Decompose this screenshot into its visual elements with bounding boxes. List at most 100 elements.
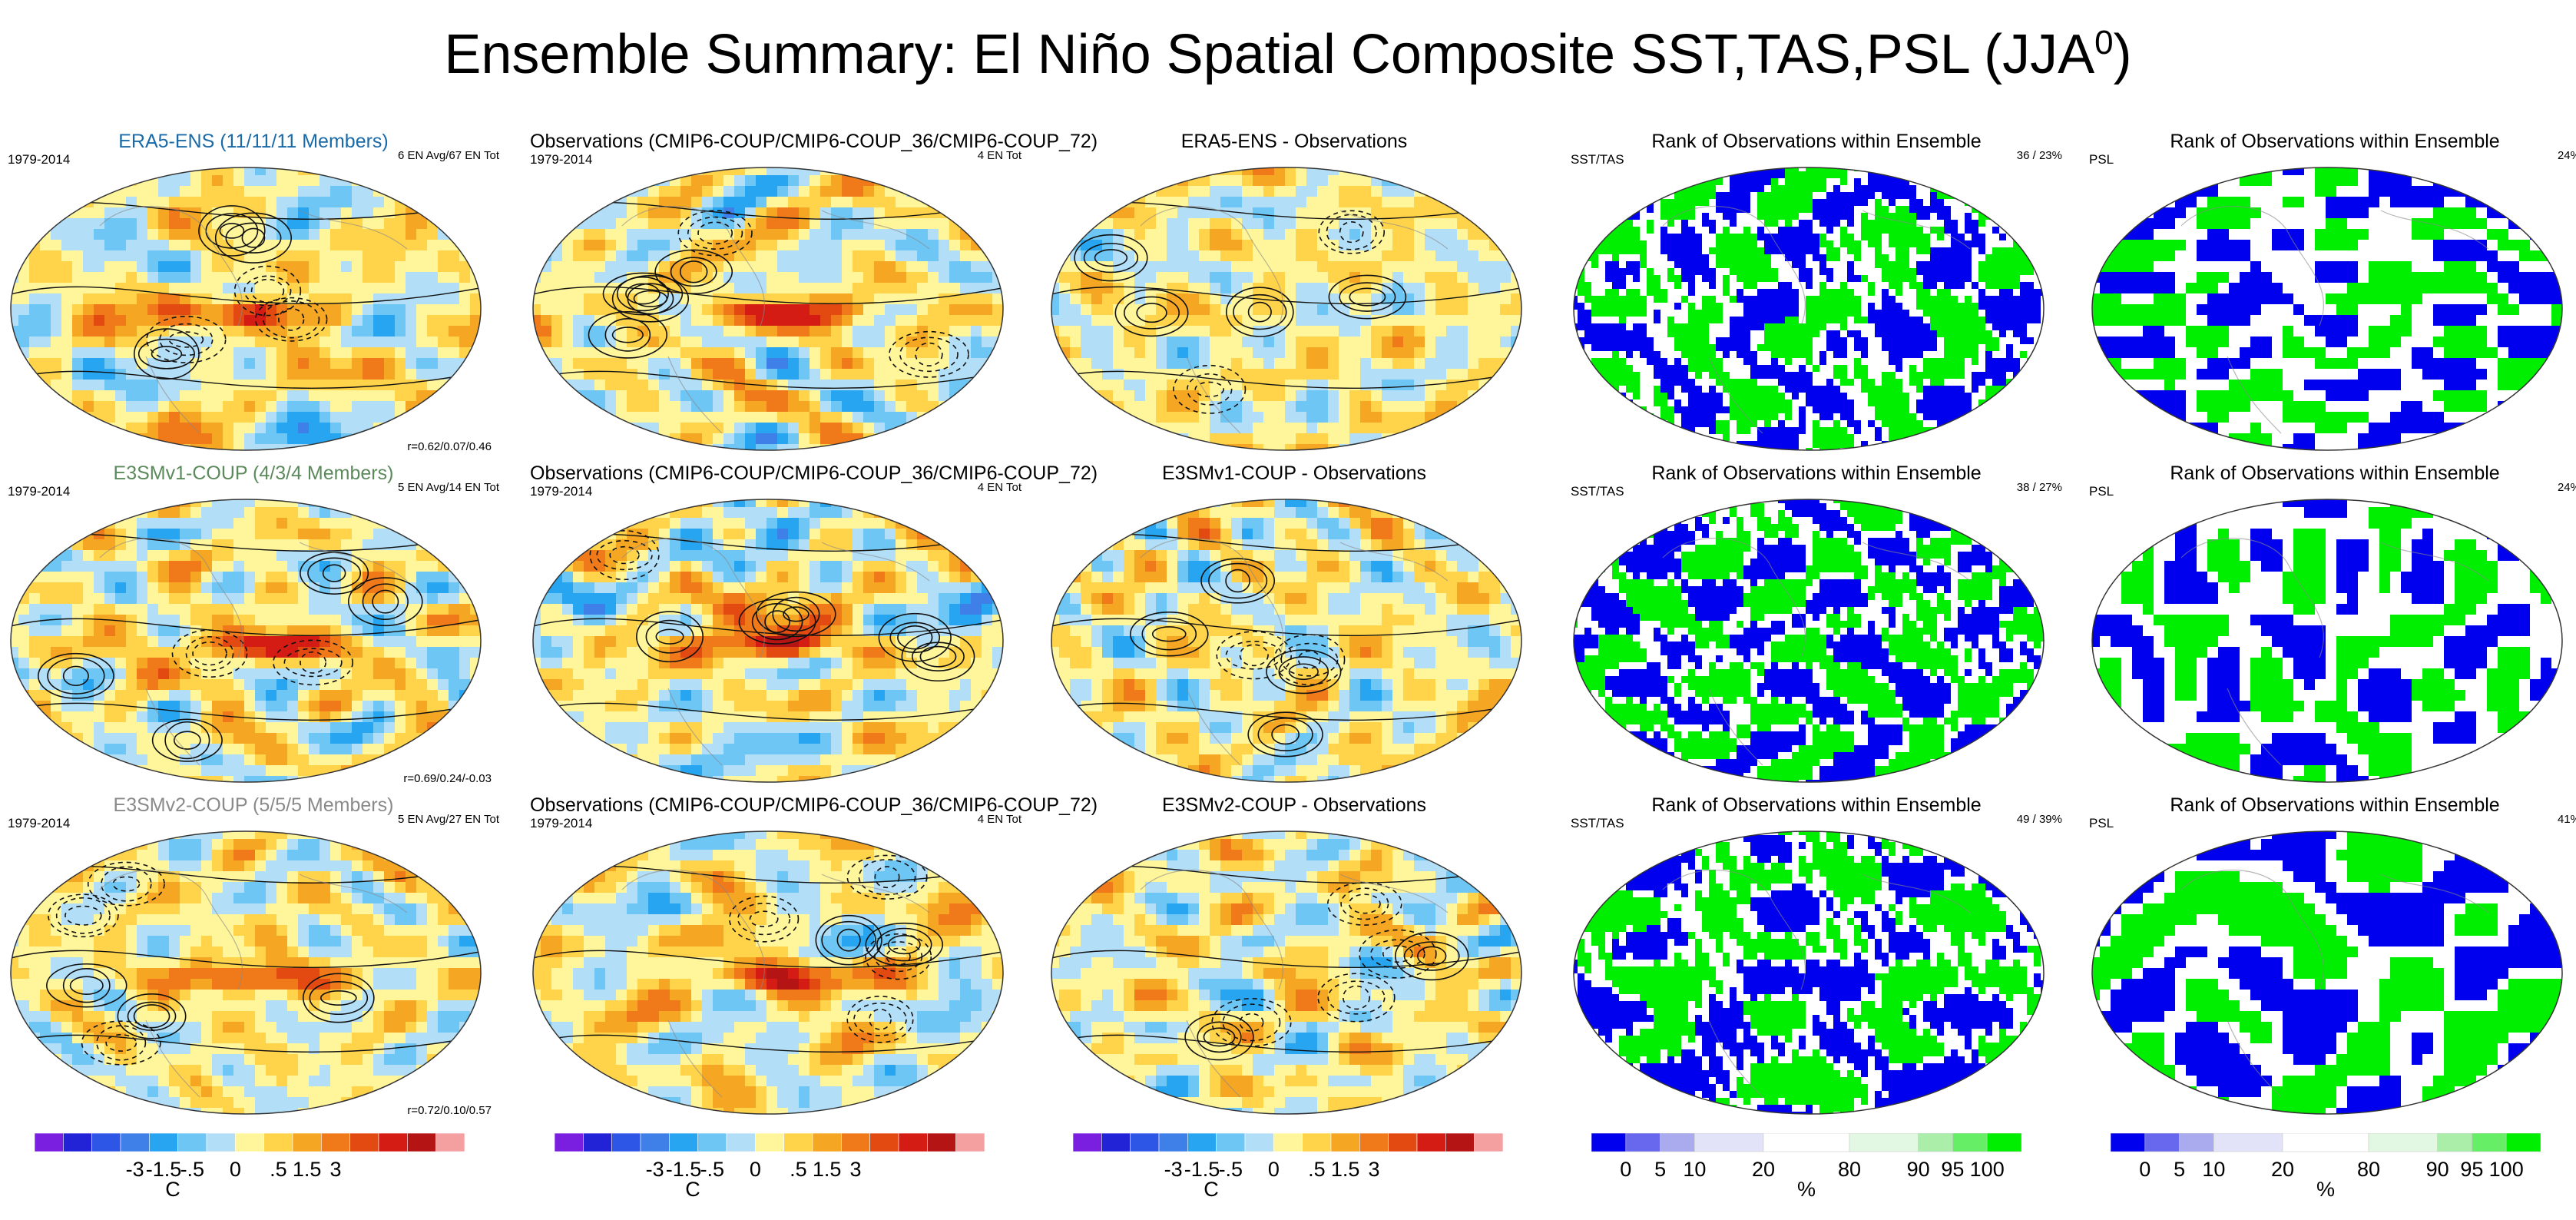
panel-title: ERA5-ENS - Observations: [1048, 131, 1540, 153]
colorbar-swatch: [34, 1132, 64, 1152]
colorbar-swatch: [1273, 1132, 1303, 1152]
colorbar-swatch: [2110, 1132, 2146, 1152]
colorbar-swatch: [1302, 1132, 1332, 1152]
map-panel: E3SMv2-COUP (5/5/5 Members) 1979-2014 5 EN…: [8, 794, 499, 1117]
colorbar-tick-label: 0: [2139, 1158, 2151, 1181]
map-plot: [1573, 167, 2045, 451]
colorbar-tick-label: 5: [2174, 1158, 2185, 1181]
map-plot: [10, 499, 482, 783]
map-border: [10, 830, 482, 1115]
colorbar-swatch: [869, 1132, 899, 1152]
map-plot: [1051, 830, 1522, 1115]
colorbar-tick-label: 3: [849, 1158, 861, 1181]
map-border: [1573, 167, 2045, 451]
panel-stat: 41%: [2558, 813, 2576, 826]
colorbar-swatch: [726, 1132, 756, 1152]
colorbar: -3 -1.5 -.5 0.5 1.5 3 C: [1072, 1132, 1504, 1210]
colorbar-swatch: [435, 1132, 465, 1152]
colorbar-swatch: [263, 1132, 293, 1152]
map-plot: [1573, 830, 2045, 1115]
panel-title: E3SMv2-COUP - Observations: [1048, 794, 1540, 817]
map-plot: [532, 167, 1004, 451]
colorbar-swatch: [697, 1132, 727, 1152]
panel-title: Observations (CMIP6-COUP/CMIP6-COUP_36/C…: [530, 794, 1098, 817]
colorbar-tick-label: -.5: [1219, 1158, 1243, 1181]
map-border: [1051, 167, 1522, 451]
map-border: [532, 830, 1004, 1115]
colorbar-swatch: [120, 1132, 150, 1152]
map-panel: Rank of Observations within Ensemble SST/…: [1571, 462, 2062, 785]
panel-title: Rank of Observations within Ensemble: [2089, 794, 2576, 817]
colorbar-swatch: [63, 1132, 92, 1152]
colorbar-tick-label: -3: [646, 1158, 664, 1181]
map-plot: [1051, 167, 1522, 451]
colorbar-swatch: [321, 1132, 350, 1152]
map-field: [2092, 167, 2562, 450]
panel-title: Rank of Observations within Ensemble: [2089, 131, 2576, 153]
panel-period: PSL: [2089, 816, 2114, 831]
map-field: [533, 499, 1003, 782]
colorbar-swatch: [1660, 1132, 1695, 1152]
colorbar-tick-label: 10: [2202, 1158, 2225, 1181]
colorbar-unit: C: [165, 1178, 180, 1201]
colorbar-tick-label: -1.5: [146, 1158, 182, 1181]
panel-period: 1979-2014: [530, 152, 592, 167]
map-plot: [2091, 167, 2563, 451]
colorbar-swatch: [1359, 1132, 1389, 1152]
colorbar-swatch: [1416, 1132, 1446, 1152]
colorbar-swatch: [91, 1132, 121, 1152]
map-field: [1051, 831, 1521, 1114]
colorbar-swatch: [292, 1132, 322, 1152]
figure-title-close: ): [2114, 24, 2132, 85]
colorbar-swatch: [583, 1132, 612, 1152]
panel-title: Rank of Observations within Ensemble: [1571, 794, 2062, 817]
colorbar-swatch: [1388, 1132, 1418, 1152]
colorbar-tick-label: -.5: [700, 1158, 725, 1181]
map-border: [10, 499, 482, 783]
colorbar-unit: %: [1797, 1178, 1816, 1201]
colorbar-tick-label: 0: [1268, 1158, 1280, 1181]
panel-title: E3SMv1-COUP - Observations: [1048, 462, 1540, 485]
colorbar-tick-label: 90: [2426, 1158, 2449, 1181]
panel-period: 1979-2014: [8, 484, 70, 499]
colorbar-swatch: [1986, 1132, 2022, 1152]
colorbar-swatch: [177, 1132, 207, 1152]
map-panel: Observations (CMIP6-COUP/CMIP6-COUP_36/C…: [530, 462, 1098, 785]
colorbar-swatch: [1849, 1132, 1919, 1152]
colorbar-swatch: [1072, 1132, 1102, 1152]
map-field: [533, 831, 1003, 1114]
panel-correlation: r=0.69/0.24/-0.03: [403, 772, 492, 785]
colorbar-swatch: [783, 1132, 813, 1152]
map-panel: Observations (CMIP6-COUP/CMIP6-COUP_36/C…: [530, 794, 1098, 1117]
colorbar-swatch: [1952, 1132, 1988, 1152]
colorbar-swatch: [1130, 1132, 1160, 1152]
map-border: [1051, 830, 1522, 1115]
panel-stat: 4 EN Tot: [978, 481, 1021, 494]
map-panel: E3SMv1-COUP (4/3/4 Members) 1979-2014 5 EN…: [8, 462, 499, 785]
map-plot: [1051, 499, 1522, 783]
panel-period: SST/TAS: [1571, 152, 1624, 167]
colorbar: 0 5 10 20 80 90 95 100%: [2110, 1132, 2541, 1210]
colorbar: -3 -1.5 -.5 0.5 1.5 3 C: [34, 1132, 465, 1210]
colorbar-swatch: [1158, 1132, 1188, 1152]
colorbar-swatch: [611, 1132, 641, 1152]
colorbar-swatch: [1216, 1132, 1246, 1152]
panel-stat: 24%: [2558, 481, 2576, 494]
colorbar-swatch: [1187, 1132, 1217, 1152]
colorbar-tick-label: 1.5: [813, 1158, 842, 1181]
map-field: [11, 167, 481, 450]
panel-title: Observations (CMIP6-COUP/CMIP6-COUP_36/C…: [530, 462, 1098, 485]
colorbar-tick-label: 100: [1970, 1158, 2005, 1181]
colorbar-tick-label: 5: [1654, 1158, 1666, 1181]
panel-title: Rank of Observations within Ensemble: [1571, 131, 2062, 153]
colorbar-tick-label: 3: [329, 1158, 341, 1181]
map-panel: ERA5-ENS - Observations: [1048, 131, 1540, 453]
colorbar-tick-label: 95: [2460, 1158, 2483, 1181]
colorbar-swatch: [1244, 1132, 1274, 1152]
map-panel: Rank of Observations within Ensemble PSL 2…: [2089, 131, 2576, 453]
panel-correlation: r=0.62/0.07/0.46: [407, 440, 492, 453]
panel-stat: 5 EN Avg/14 EN Tot: [398, 481, 499, 494]
colorbar-tick-label: 80: [1838, 1158, 1861, 1181]
colorbar-tick-label: 1.5: [1331, 1158, 1360, 1181]
map-panel: Rank of Observations within Ensemble SST/…: [1571, 131, 2062, 453]
